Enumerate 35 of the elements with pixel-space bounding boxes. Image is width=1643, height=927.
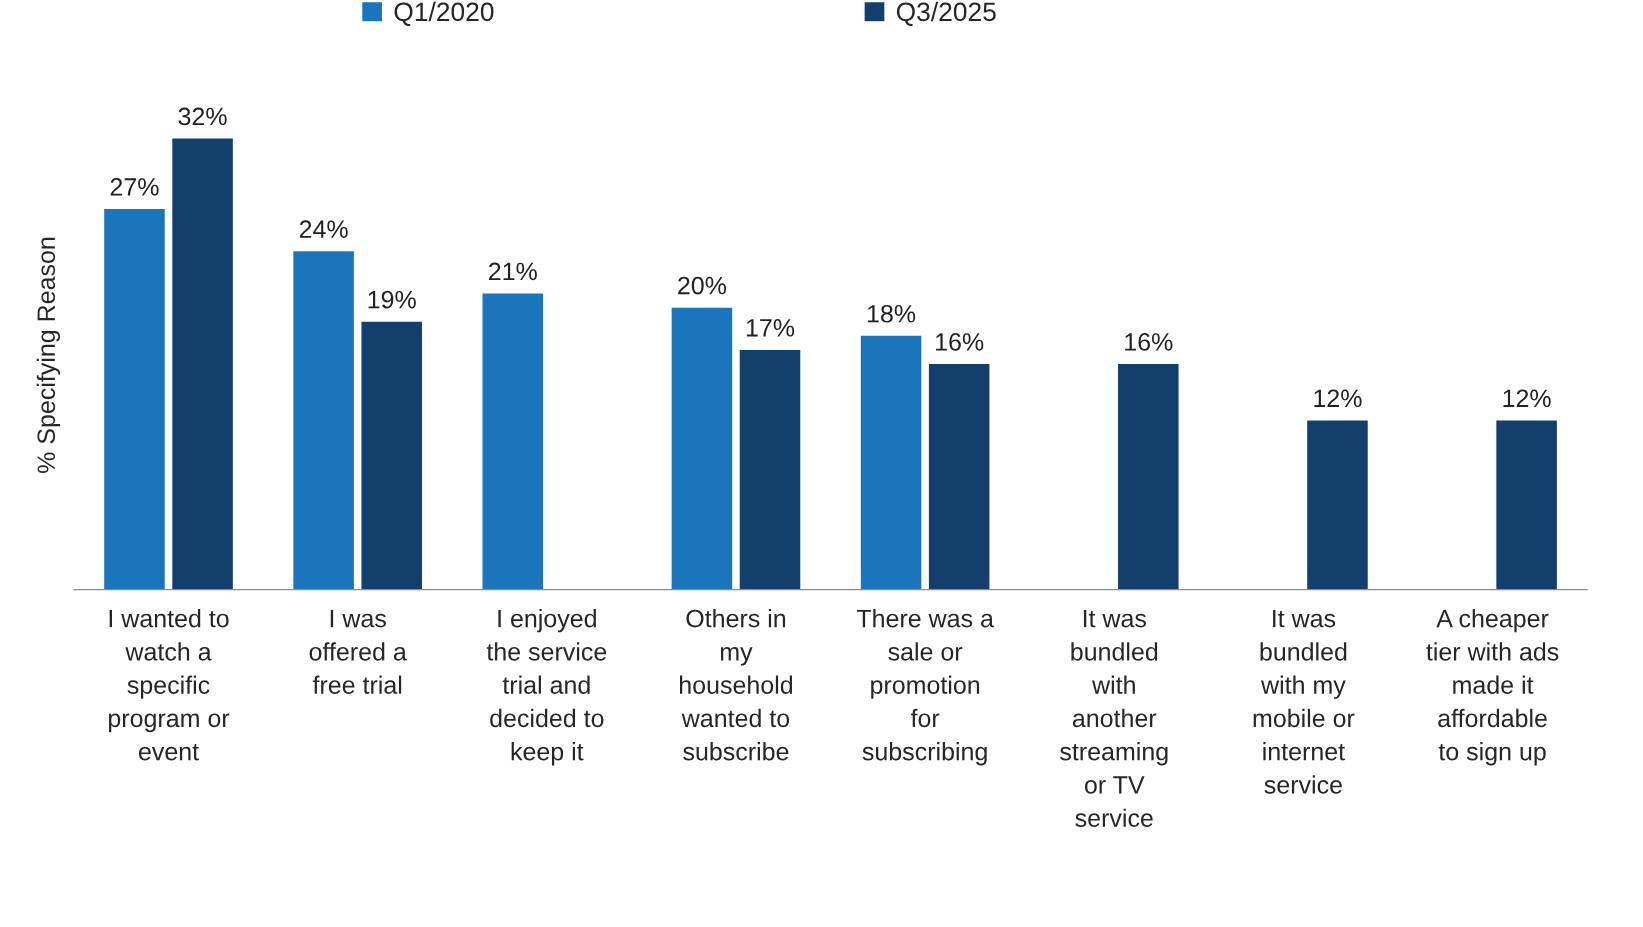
bar: [1496, 420, 1557, 590]
x-tick-label: Others in my household wanted to subscribe: [680, 609, 793, 761]
x-tick-label: A cheaper tier with ads made it affordable to sign up: [1426, 609, 1559, 766]
data-label: 16%: [1125, 333, 1173, 351]
x-tick-label: It was bundled with my mobile or internet service: [1253, 609, 1355, 794]
data-label: 12%: [1503, 389, 1551, 408]
data-label: 21%: [489, 262, 537, 281]
bar: [482, 293, 544, 590]
bar: [739, 349, 801, 590]
x-tick-label: I wanted to watch a specific program or event: [109, 609, 230, 761]
bar: [104, 209, 165, 590]
x-tick-label: I was offered a free trial: [309, 609, 407, 694]
data-label: 24%: [299, 220, 348, 238]
bar: [1307, 420, 1368, 590]
bar: [293, 251, 354, 590]
data-label: 12%: [1314, 389, 1362, 408]
bar: [172, 138, 233, 590]
data-label: 16%: [936, 333, 984, 351]
data-label: 19%: [368, 290, 416, 309]
x-tick-label: It was bundled with another streaming or TV service: [1060, 609, 1168, 827]
data-label: 20%: [678, 276, 727, 295]
data-label: 18%: [867, 304, 916, 323]
x-tick-label: I enjoyed the service trial and decided to keep it: [486, 609, 607, 766]
bar: [1118, 364, 1179, 590]
bar: [860, 335, 922, 590]
bar: [361, 321, 422, 590]
x-tick-label: There was a sale or promotion for subscribing: [856, 609, 994, 766]
legend-label: Q3/2025: [896, 1, 996, 26]
data-label: 32%: [178, 107, 227, 126]
bar: [671, 307, 733, 590]
bar: [928, 364, 990, 590]
y-axis-title: % Specifying Reason: [36, 237, 61, 473]
data-label: 27%: [110, 178, 159, 196]
legend-label: Q1/2020: [394, 1, 494, 26]
data-label: 17%: [746, 319, 795, 337]
